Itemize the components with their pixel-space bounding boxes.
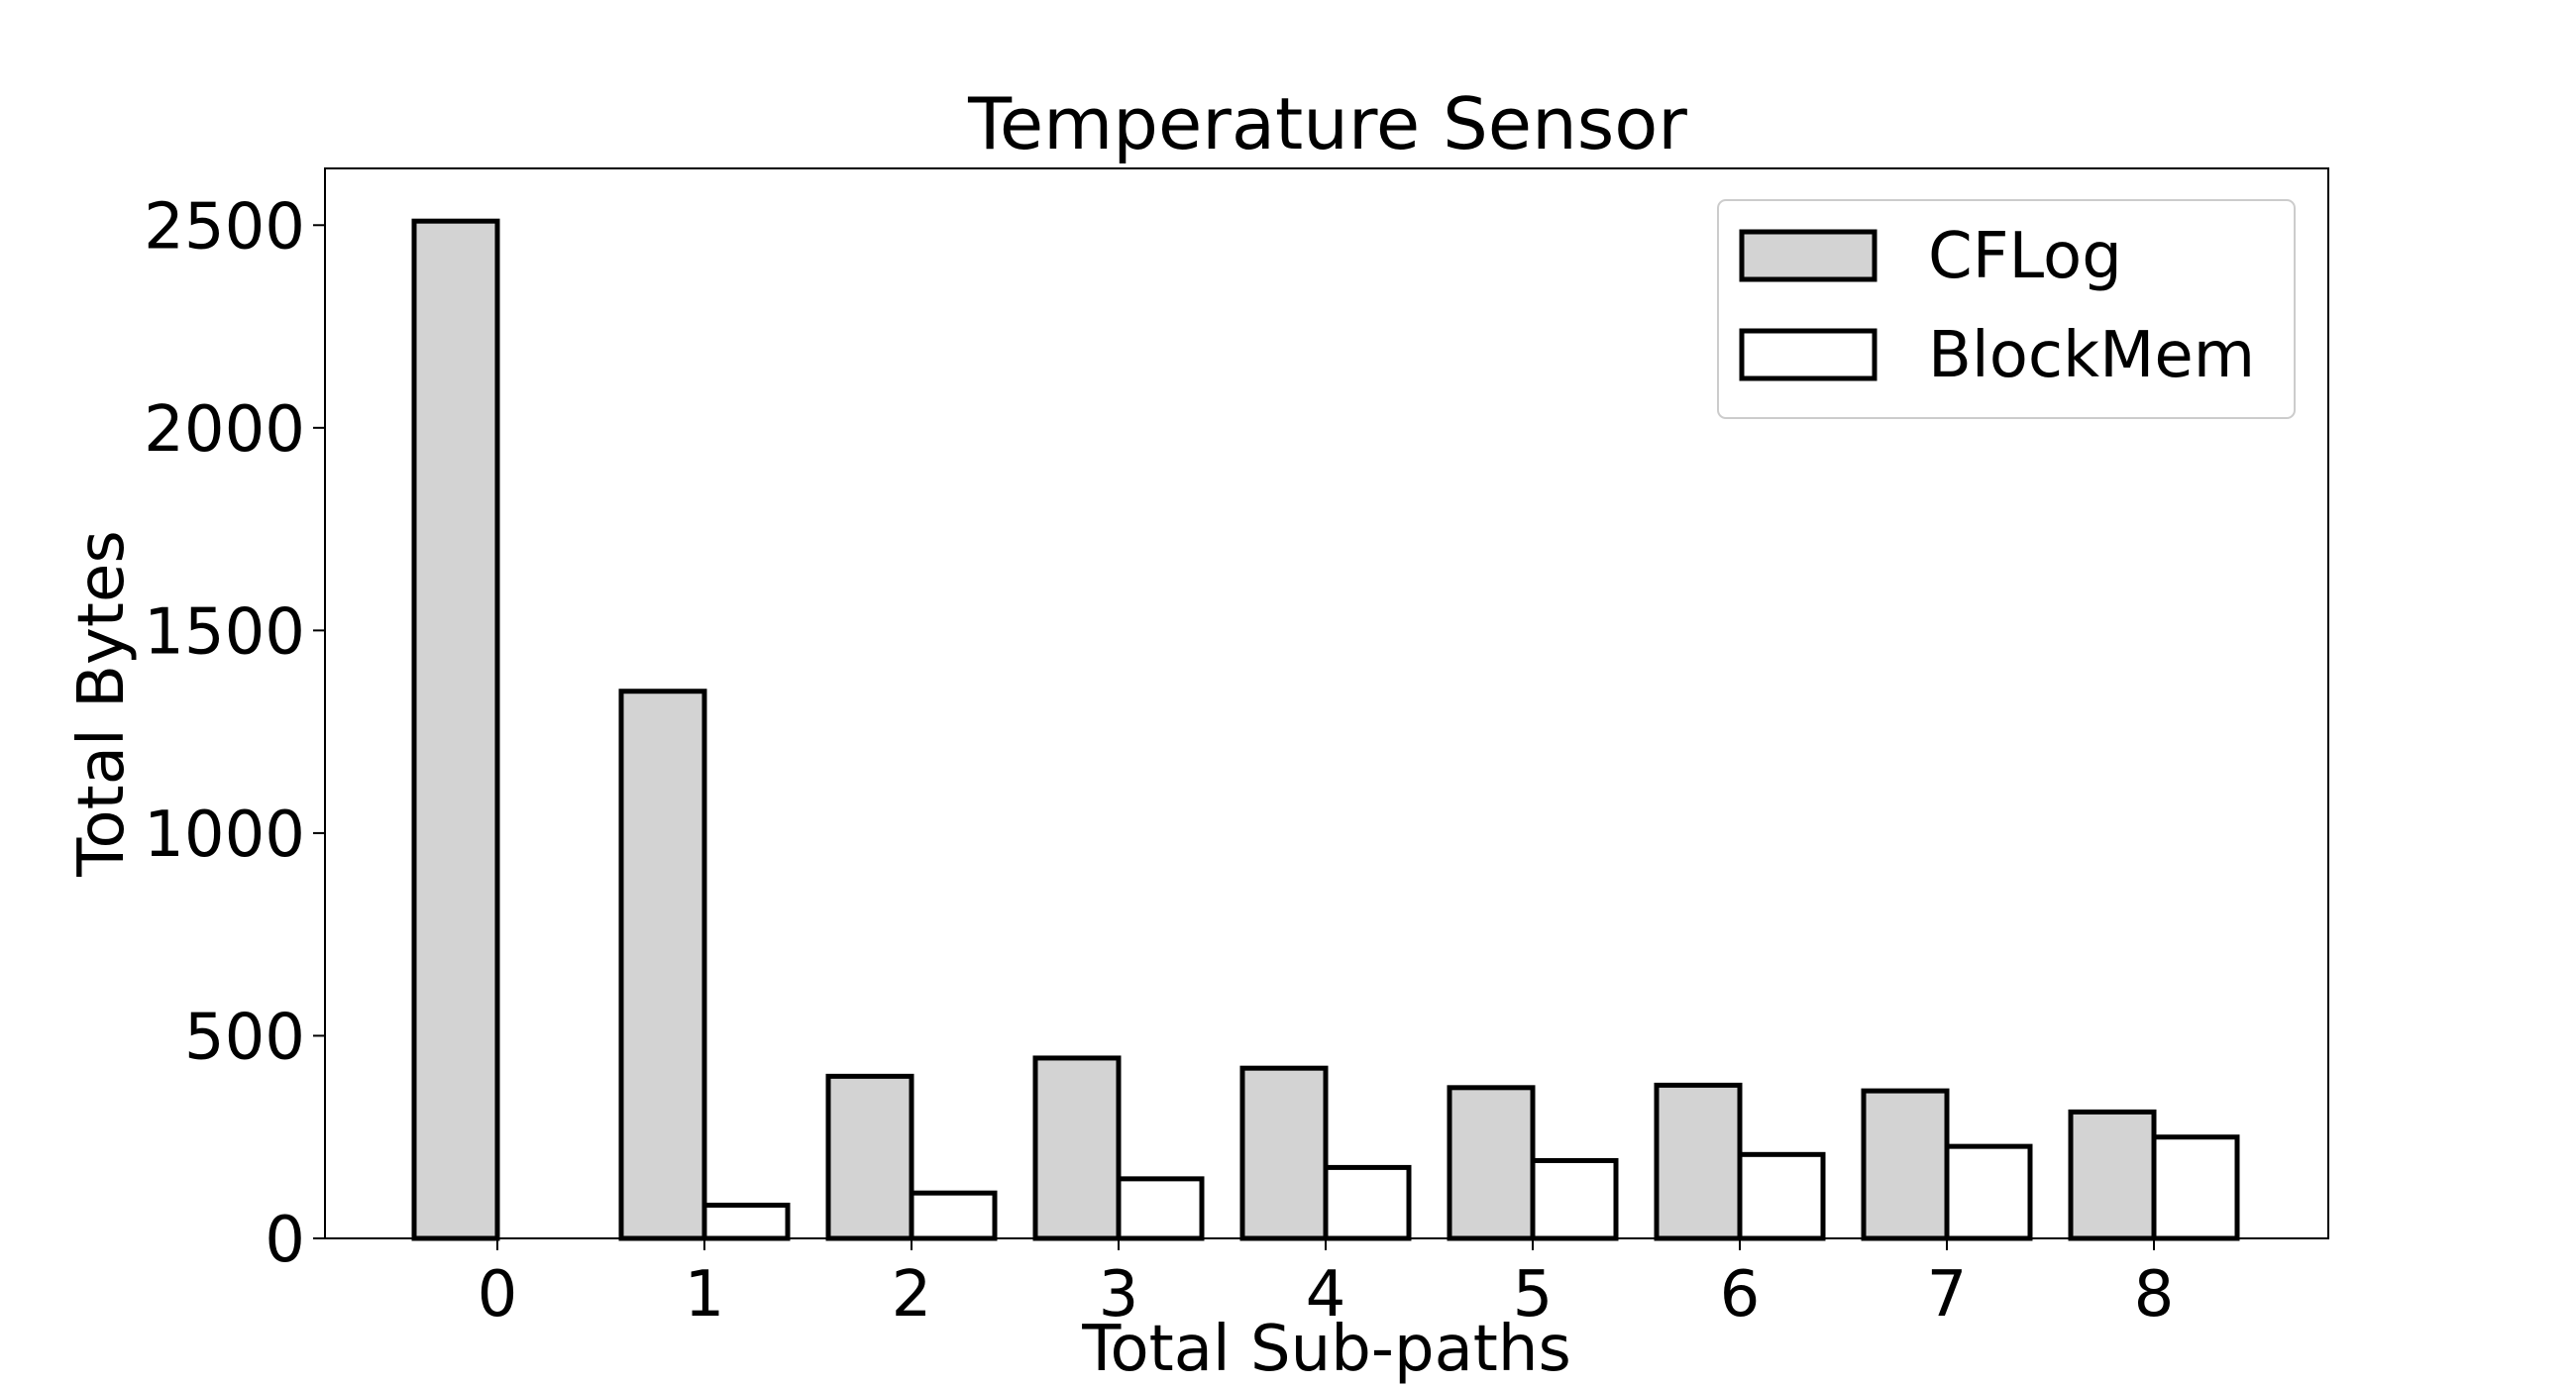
- bar-cflog-6: [1654, 1082, 1743, 1241]
- x-tick-label: 7: [1927, 1258, 1968, 1332]
- legend-swatch-blockmem: [1739, 328, 1878, 381]
- y-tick-label: 1500: [144, 595, 305, 669]
- y-tick-label: 2000: [144, 393, 305, 467]
- bar-cflog-8: [2068, 1109, 2157, 1241]
- chart-title: Temperature Sensor: [967, 82, 1687, 165]
- x-tick-label: 8: [2134, 1258, 2175, 1332]
- bar-blockmem-3: [1116, 1176, 1205, 1241]
- x-tick-label: 2: [892, 1258, 932, 1332]
- y-tick-label: 0: [265, 1204, 305, 1277]
- x-tick-label: 3: [1099, 1258, 1139, 1332]
- y-tick-label: 500: [184, 1001, 305, 1074]
- bar-cflog-0: [411, 218, 500, 1241]
- legend-label-cflog: CFLog: [1928, 220, 2122, 293]
- y-axis-label: Total Bytes: [65, 530, 139, 877]
- bar-cflog-4: [1239, 1065, 1329, 1241]
- x-tick-label: 4: [1306, 1258, 1346, 1332]
- legend-label-blockmem: BlockMem: [1928, 319, 2255, 392]
- bar-blockmem-7: [1944, 1143, 2033, 1241]
- x-axis-ticks: 0 1 2 3 4 5 6 7 8: [478, 1238, 2175, 1332]
- bar-cflog-7: [1861, 1088, 1950, 1241]
- bar-blockmem-8: [2151, 1134, 2240, 1241]
- bar-blockmem-5: [1530, 1157, 1619, 1241]
- bar-blockmem-4: [1323, 1164, 1412, 1241]
- legend-swatch-cflog: [1739, 229, 1878, 282]
- bar-cflog-3: [1032, 1055, 1122, 1241]
- y-tick-label: 2500: [144, 190, 305, 264]
- bars-group: [411, 218, 2240, 1241]
- x-tick-label: 0: [478, 1258, 518, 1332]
- x-tick-label: 6: [1720, 1258, 1761, 1332]
- legend: CFLog BlockMem: [1717, 199, 2296, 419]
- bar-cflog-1: [618, 689, 707, 1241]
- y-axis-ticks: 0 500 1000 1500 2000 2500: [144, 190, 325, 1277]
- x-tick-label: 5: [1513, 1258, 1554, 1332]
- x-tick-label: 1: [685, 1258, 725, 1332]
- bar-blockmem-2: [909, 1190, 998, 1241]
- bar-blockmem-1: [701, 1202, 791, 1241]
- x-axis-label: Total Sub-paths: [1081, 1313, 1571, 1386]
- bar-cflog-5: [1447, 1085, 1536, 1241]
- y-tick-label: 1000: [144, 799, 305, 872]
- bar-cflog-2: [825, 1073, 914, 1241]
- bar-blockmem-6: [1737, 1151, 1826, 1241]
